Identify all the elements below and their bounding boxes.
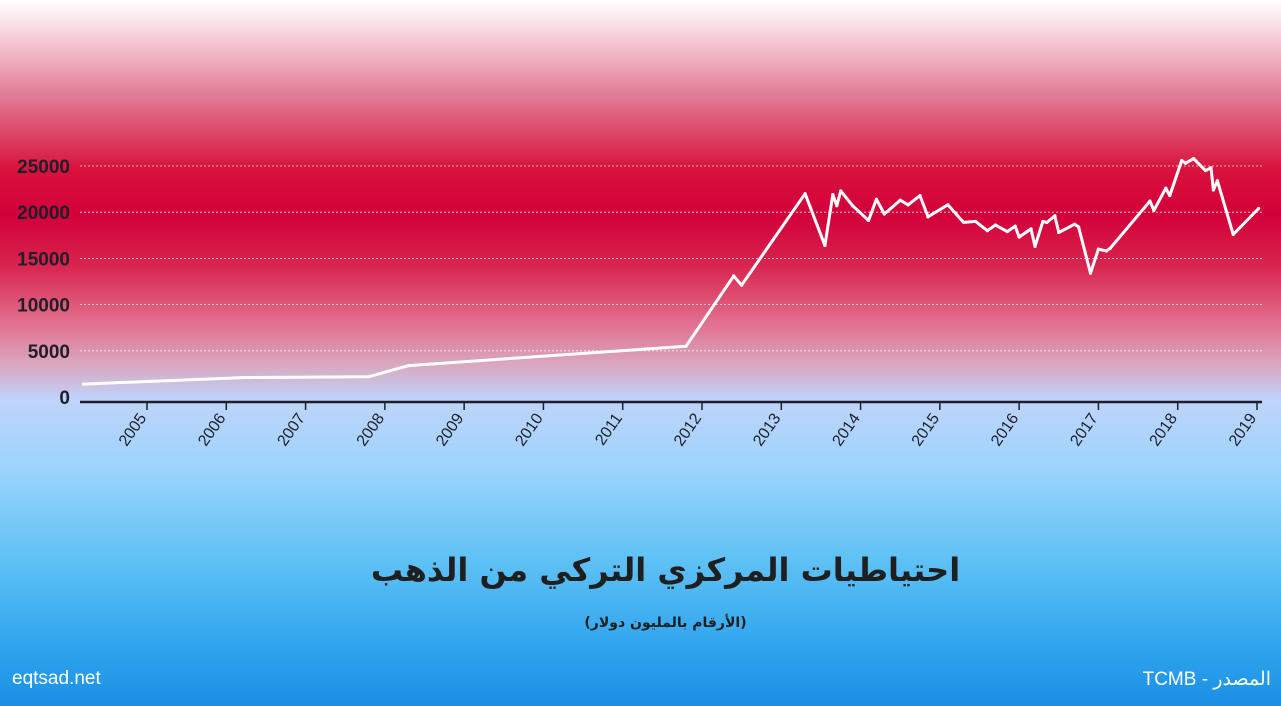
data-point: [851, 204, 855, 208]
y-tick-label: 25000: [17, 157, 70, 178]
chart-title: احتياطيات المركزي التركي من الذهب: [370, 551, 961, 589]
x-tick-label: 2014: [830, 410, 864, 449]
data-point: [1256, 206, 1261, 211]
data-point: [1088, 271, 1093, 275]
data-point: [1029, 227, 1033, 231]
data-point: [1013, 224, 1017, 228]
x-tick-label: 2010: [512, 410, 546, 449]
data-point: [906, 203, 910, 207]
x-tick-label: 2015: [909, 410, 943, 449]
data-point: [732, 274, 736, 278]
x-tick-label: 2016: [988, 410, 1022, 449]
data-point: [993, 223, 997, 227]
data-point: [1108, 246, 1112, 250]
x-tick-label: 2017: [1067, 410, 1101, 449]
x-tick-label: 2007: [275, 410, 309, 449]
data-point: [882, 212, 886, 216]
gridlines: [80, 165, 1262, 352]
data-point: [1203, 169, 1208, 173]
data-point: [985, 229, 990, 233]
data-point: [898, 198, 902, 202]
data-point: [803, 192, 807, 196]
x-tick-label: 2018: [1147, 410, 1181, 449]
data-point: [1057, 230, 1061, 235]
data-point: [831, 193, 835, 197]
data-point: [1096, 247, 1101, 251]
data-point: [918, 193, 922, 198]
x-tick-label: 2006: [195, 410, 229, 449]
y-axis-ticks: 0 5000 10000 15000 20000 25000: [17, 157, 70, 409]
data-point: [874, 197, 879, 201]
y-tick-label: 0: [59, 388, 70, 409]
x-tick-label: 2013: [750, 410, 784, 449]
data-point: [1073, 222, 1077, 226]
data-point: [81, 382, 86, 386]
data-point: [973, 219, 978, 224]
data-point: [835, 204, 839, 208]
data-point: [1017, 235, 1021, 239]
x-tick-label: 2019: [1226, 410, 1260, 449]
data-point: [946, 203, 950, 207]
data-point: [1152, 208, 1156, 212]
data-point: [839, 189, 843, 193]
site-credit[interactable]: eqtsad.net: [12, 668, 101, 689]
data-point: [1077, 225, 1081, 229]
data-point: [1033, 244, 1037, 248]
data-point: [962, 220, 966, 224]
x-tick-label: 2008: [354, 410, 388, 449]
data-point: [684, 344, 688, 348]
gold-reserves-line: [82, 157, 1261, 386]
data-point: [1215, 179, 1219, 183]
source-credit: المصدر - TCMB: [1142, 669, 1271, 690]
data-point: [1184, 161, 1188, 165]
data-point: [1025, 230, 1029, 234]
x-axis-ticks: 2005 2006 2007 2008 2009 2010 2011 2012 2013 2014…: [116, 402, 1260, 449]
data-point: [407, 363, 411, 368]
y-tick-label: 20000: [17, 203, 70, 224]
data-point: [240, 375, 244, 380]
data-point: [1045, 220, 1049, 224]
data-point: [1209, 166, 1213, 170]
data-point: [866, 218, 871, 223]
data-point: [926, 215, 930, 219]
x-tick-label: 2011: [592, 410, 626, 448]
chart-subtitle: (الأرقام بالمليون دولار): [584, 615, 747, 631]
data-point: [1164, 186, 1168, 190]
data-point: [823, 243, 827, 248]
x-tick-label: 2012: [671, 410, 705, 449]
data-point: [740, 283, 744, 287]
data-point: [1104, 249, 1108, 253]
data-point: [1041, 219, 1045, 224]
x-tick-label: 2005: [116, 410, 150, 449]
data-point: [1231, 232, 1235, 236]
data-point: [1180, 158, 1184, 163]
data-point: [1148, 199, 1152, 203]
data-point: [1168, 193, 1172, 198]
y-tick-label: 10000: [17, 296, 70, 317]
x-tick-label: 2009: [433, 410, 467, 449]
y-tick-label: 5000: [28, 342, 70, 363]
data-point: [1053, 214, 1057, 218]
data-point: [1211, 188, 1215, 192]
data-point: [1005, 230, 1009, 234]
y-tick-label: 15000: [17, 249, 70, 270]
data-point: [367, 375, 371, 379]
data-points: [81, 157, 1261, 386]
data-point: [1191, 157, 1196, 161]
